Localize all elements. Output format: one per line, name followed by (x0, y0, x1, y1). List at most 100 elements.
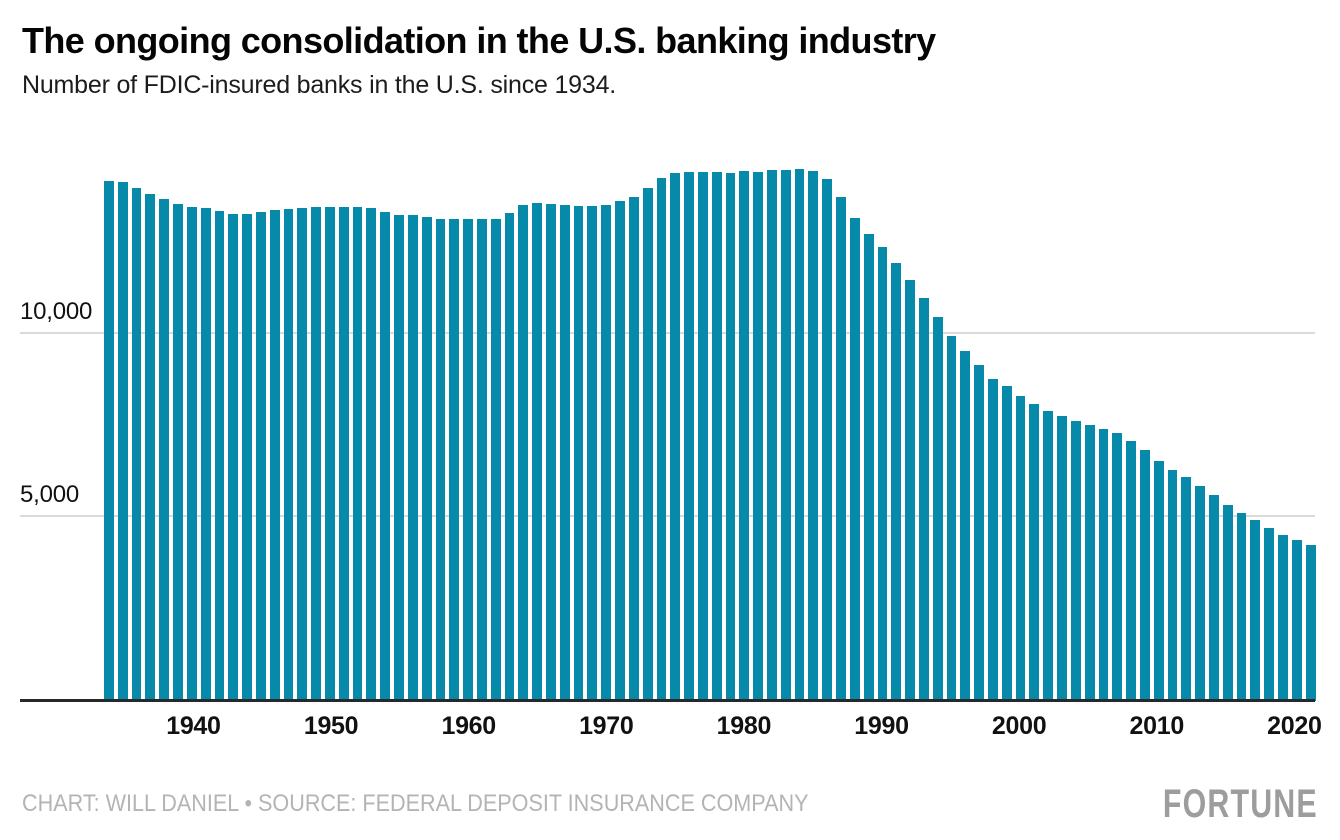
bar-1967 (559, 204, 570, 701)
bar-2012 (1181, 477, 1192, 701)
bar-1958 (435, 218, 446, 701)
x-tick-label-1960: 1960 (441, 712, 496, 740)
bar-1994 (932, 317, 943, 701)
bar-1999 (1001, 385, 1012, 701)
bar-1941 (200, 207, 211, 701)
x-tick-label-1990: 1990 (854, 712, 909, 740)
bar-1945 (255, 212, 266, 701)
bar-2021 (1305, 545, 1316, 701)
bar-1935 (117, 182, 128, 701)
fortune-logo: FORTUNE (1163, 782, 1318, 826)
bar-1934 (104, 181, 114, 701)
bar-2010 (1153, 461, 1164, 701)
bar-2003 (1057, 415, 1067, 701)
bar-1961 (476, 219, 487, 701)
bar-2006 (1098, 429, 1109, 701)
bar-1969 (587, 206, 598, 701)
bar-1953 (366, 207, 377, 701)
bar-1966 (546, 203, 556, 701)
bar-2018 (1264, 527, 1275, 701)
bar-2020 (1291, 540, 1302, 701)
bar-2011 (1167, 469, 1178, 701)
gridline-10000 (20, 331, 1315, 334)
bar-1990 (877, 247, 888, 701)
bar-1948 (297, 208, 308, 701)
page-subtitle: Number of FDIC-insured banks in the U.S.… (22, 71, 617, 100)
bar-1965 (532, 203, 542, 701)
x-tick-label-2000: 2000 (991, 712, 1047, 740)
bar-1960 (463, 218, 473, 701)
bar-1996 (960, 351, 971, 701)
x-tick-label-1940: 1940 (166, 712, 221, 740)
bar-1981 (753, 171, 763, 701)
x-tick-label-2020: 2020 (1267, 712, 1322, 740)
chart-header: The ongoing consolidation in the U.S. ba… (22, 20, 1318, 100)
x-axis-ticks: 1940 1950 1960 1970 1980 1990 2000 2010 2020 (104, 706, 1322, 748)
bar-1936 (131, 187, 142, 701)
bar-1962 (490, 218, 501, 701)
bar-2004 (1070, 420, 1081, 701)
bar-1995 (946, 335, 957, 701)
bar-1957 (421, 217, 432, 701)
bar-1993 (918, 298, 929, 701)
y-tick-label-5000: 5,000 (20, 481, 80, 509)
y-tick-label-10000: 10,000 (20, 297, 93, 325)
bar-2019 (1278, 535, 1288, 701)
bar-1964 (518, 205, 529, 701)
bar-1937 (145, 194, 156, 701)
bar-2008 (1126, 440, 1136, 701)
bar-1970 (601, 204, 612, 701)
x-tick-label-2010: 2010 (1129, 712, 1185, 740)
bar-1950 (325, 207, 335, 701)
bar-1947 (283, 208, 294, 701)
bar-1984 (794, 168, 805, 701)
x-tick-label-1980: 1980 (716, 712, 772, 740)
bar-1968 (573, 205, 584, 701)
x-tick-label-1950: 1950 (303, 712, 359, 740)
bar-1955 (394, 214, 404, 701)
bar-1975 (670, 172, 681, 701)
x-tick-label-1970: 1970 (579, 712, 634, 740)
page-title: The ongoing consolidation in the U.S. ba… (22, 20, 936, 61)
bar-1939 (173, 203, 183, 701)
x-axis-line (20, 699, 1315, 702)
bar-1977 (697, 171, 708, 701)
bar-2015 (1222, 504, 1233, 701)
bar-1976 (684, 171, 694, 701)
bar-2017 (1250, 520, 1261, 701)
bar-1943 (228, 213, 239, 701)
bar-1986 (822, 179, 833, 701)
chart-footer: CHART: WILL DANIEL • SOURCE: FEDERAL DEP… (22, 782, 1318, 826)
bar-1989 (863, 233, 874, 701)
bar-1978 (711, 172, 722, 701)
bar-1992 (905, 279, 915, 701)
bar-1983 (780, 169, 791, 701)
bar-1979 (725, 173, 736, 701)
bar-2016 (1236, 513, 1247, 701)
bar-2013 (1195, 486, 1205, 701)
bar-1963 (504, 212, 515, 701)
bar-2014 (1209, 495, 1219, 701)
bar-1973 (642, 187, 653, 701)
bar-1998 (988, 378, 998, 701)
bar-1988 (849, 218, 860, 701)
bar-1944 (242, 213, 252, 701)
bar-1971 (615, 200, 625, 701)
bar-1997 (974, 365, 984, 701)
bars (104, 161, 1316, 701)
gridline-5000 (20, 515, 1315, 518)
bar-2000 (1015, 395, 1026, 701)
bar-1938 (159, 199, 170, 701)
bar-2001 (1029, 404, 1040, 701)
bar-1985 (808, 171, 819, 701)
bar-1972 (628, 196, 639, 701)
bar-1949 (311, 207, 321, 701)
bar-1980 (739, 170, 750, 701)
bar-1991 (891, 262, 902, 701)
bar-chart: 5,000 10,000 (20, 161, 1316, 702)
bar-2005 (1084, 424, 1095, 701)
bar-2007 (1112, 433, 1123, 701)
bar-1982 (767, 170, 777, 701)
bar-1954 (380, 211, 391, 701)
